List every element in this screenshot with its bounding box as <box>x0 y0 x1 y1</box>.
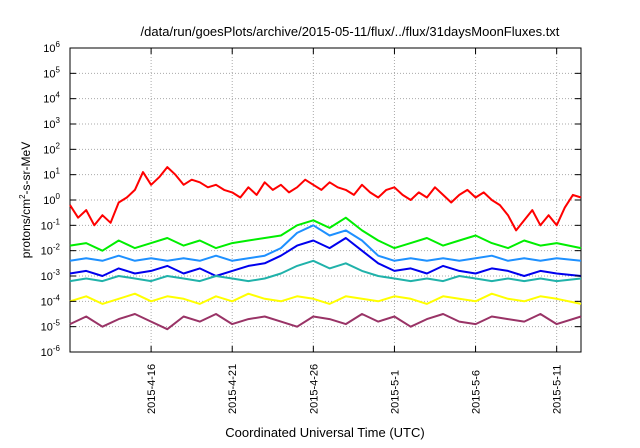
y-axis-label: protons/cm2-s-sr-MeV <box>18 142 33 258</box>
y-tick-label-base: 10 <box>41 246 53 258</box>
y-tick-label-base: 10 <box>43 144 55 156</box>
y-tick-label-exp: 4 <box>56 91 61 100</box>
x-tick-label: 2015-5-1 <box>389 370 401 414</box>
y-tick-label-base: 10 <box>43 94 55 106</box>
y-tick-label-exp: 1 <box>56 167 61 176</box>
y-tick-label-exp: -2 <box>53 243 61 252</box>
y-tick-label: 10-5 <box>41 319 61 334</box>
y-tick-label: 106 <box>43 40 60 55</box>
y-tick-label: 105 <box>43 65 60 80</box>
grid <box>70 48 581 352</box>
series-line-4 <box>69 237 582 277</box>
y-tick-label-base: 10 <box>43 119 55 131</box>
series-line-2 <box>69 216 582 252</box>
series-line-3 <box>69 224 582 262</box>
y-tick-label: 10-3 <box>41 268 61 283</box>
y-tick-label: 10-1 <box>41 217 61 232</box>
y-axis-label-sup: 2 <box>18 194 27 199</box>
y-tick-label-exp: 6 <box>56 40 61 49</box>
plot-area: 10-610-510-410-310-210-11001011021031041… <box>41 40 582 414</box>
x-tick-label: 2015-4-21 <box>227 364 239 414</box>
series-line-7 <box>69 313 582 331</box>
y-tick-label-exp: 2 <box>56 141 61 150</box>
y-tick-label-base: 10 <box>41 271 53 283</box>
y-axis-ticks: 10-610-510-410-310-210-11001011021031041… <box>41 40 581 359</box>
y-tick-label: 104 <box>43 91 60 106</box>
series-line-5 <box>69 259 582 283</box>
y-tick-label-base: 10 <box>43 68 55 80</box>
series-group <box>69 166 582 331</box>
y-tick-label: 10-6 <box>41 344 61 359</box>
y-tick-label-base: 10 <box>43 170 55 182</box>
y-tick-label-exp: 3 <box>56 116 61 125</box>
x-axis-ticks: 2015-4-16 2015-4-21 2015-4-26 2015-5-1 2015-… <box>146 48 564 414</box>
y-tick-label: 10-4 <box>41 293 61 308</box>
y-tick-label-exp: -5 <box>53 319 61 328</box>
series-line-1 <box>69 166 582 232</box>
y-tick-label: 100 <box>43 192 60 207</box>
series-line-6 <box>69 292 582 305</box>
y-tick-label-exp: -6 <box>53 344 61 353</box>
y-tick-label-exp: -1 <box>53 217 61 226</box>
y-tick-label: 103 <box>43 116 60 131</box>
y-tick-label: 102 <box>43 141 60 156</box>
x-tick-label: 2015-4-26 <box>308 364 320 414</box>
y-tick-label-exp: -3 <box>53 268 61 277</box>
chart-title: /data/run/goesPlots/archive/2015-05-11/f… <box>141 24 560 39</box>
y-axis-label-suffix: -s-sr-MeV <box>19 142 33 195</box>
x-tick-label: 2015-5-11 <box>552 365 564 414</box>
x-tick-label: 2015-4-16 <box>146 364 158 414</box>
y-tick-label-base: 10 <box>41 322 53 334</box>
y-tick-label: 101 <box>43 167 60 182</box>
y-axis-label-prefix: protons/cm <box>19 199 33 258</box>
x-tick-label: 2015-5-6 <box>471 370 483 414</box>
y-tick-label-exp: -4 <box>53 293 61 302</box>
y-tick-label-base: 10 <box>41 220 53 232</box>
y-tick-label-exp: 5 <box>56 65 61 74</box>
y-tick-label: 10-2 <box>41 243 61 258</box>
y-tick-label-base: 10 <box>43 43 55 55</box>
y-tick-label-exp: 0 <box>56 192 61 201</box>
x-axis-label: Coordinated Universal Time (UTC) <box>225 425 424 440</box>
y-tick-label-base: 10 <box>41 347 53 359</box>
y-tick-label-base: 10 <box>41 296 53 308</box>
y-tick-label-base: 10 <box>43 195 55 207</box>
